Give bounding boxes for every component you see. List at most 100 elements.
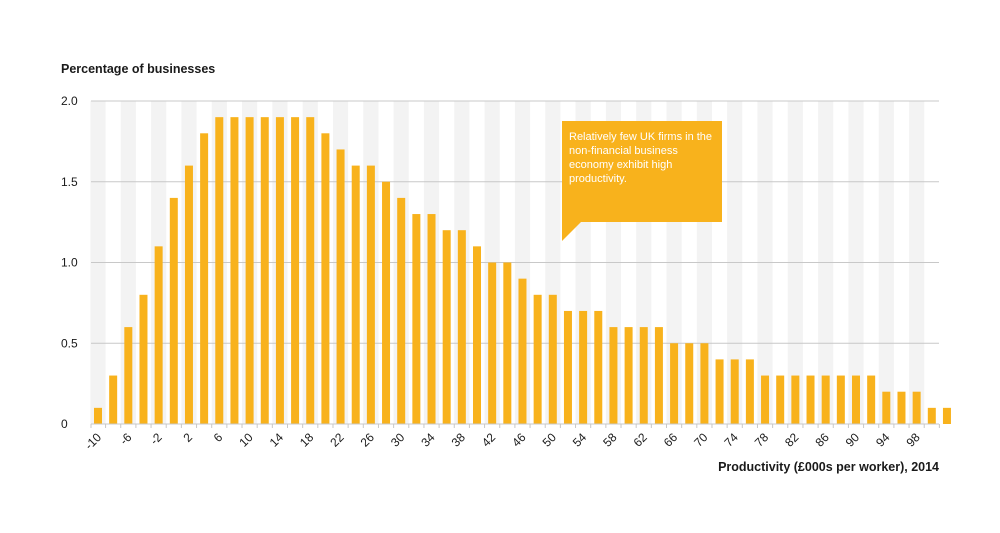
y-tick-labels: 0 0.5 1.0 1.5 2.0: [61, 94, 78, 431]
bar: [427, 214, 436, 424]
bar: [260, 117, 269, 425]
bar: [882, 391, 891, 424]
x-tick-label: 14: [267, 430, 287, 450]
x-tick-label: -10: [82, 430, 104, 452]
bar: [685, 343, 694, 424]
bar: [654, 327, 663, 424]
bar: [154, 246, 163, 424]
x-tick-label: 74: [721, 430, 741, 450]
bar: [366, 165, 375, 424]
bar: [488, 262, 497, 424]
x-tick-label: -6: [117, 430, 135, 448]
bar: [139, 294, 148, 424]
x-tick-label: 42: [479, 430, 499, 450]
bar: [761, 375, 770, 424]
y-tick-label: 0.5: [61, 336, 78, 350]
x-tick-label: 90: [843, 430, 863, 450]
bar: [821, 375, 830, 424]
y-tick-label: 1.5: [61, 175, 78, 189]
bar: [852, 375, 860, 424]
bar: [109, 375, 118, 424]
bar: [579, 310, 588, 424]
bar: [184, 165, 193, 424]
x-tick-label: 6: [211, 430, 226, 445]
bar: [548, 294, 557, 424]
x-tick-label: 94: [873, 430, 893, 450]
bar: [473, 246, 481, 424]
x-tick-labels: -10 -6 -2 2 6 10 14 18 22 26 30 34 38 42 46 50 54 58 62 66 7…: [82, 430, 923, 452]
x-tick-label: 46: [509, 430, 529, 450]
bar: [230, 117, 239, 425]
x-tick-label: 26: [358, 430, 378, 450]
x-tick-label: -2: [147, 430, 165, 448]
bar: [867, 375, 876, 424]
bar: [351, 165, 360, 424]
bar: [836, 375, 845, 424]
bar: [397, 197, 406, 424]
bar: [563, 310, 572, 424]
x-tick-label: 54: [570, 430, 590, 450]
bar: [457, 230, 466, 424]
annotation-callout: [562, 121, 722, 222]
bar: [382, 181, 391, 424]
x-tick-label: 10: [236, 430, 256, 450]
bar: [730, 359, 739, 424]
bar: [124, 327, 133, 424]
bar: [412, 214, 421, 424]
y-tick-label: 0: [61, 417, 68, 431]
bar: [609, 327, 618, 424]
x-axis-title: Productivity (£000s per worker), 2014: [718, 460, 939, 474]
y-tick-label: 1.0: [61, 256, 78, 270]
annotation-callout-tail: [562, 221, 582, 241]
bar: [942, 407, 951, 424]
bar: [791, 375, 800, 424]
bar: [321, 133, 330, 425]
bar: [291, 117, 300, 425]
y-tick-label: 2.0: [61, 94, 78, 108]
x-tick-label: 30: [388, 430, 408, 450]
bar: [745, 359, 754, 424]
bar: [169, 197, 178, 424]
bar: [245, 117, 254, 425]
x-tick-label: 66: [661, 430, 681, 450]
y-axis-title: Percentage of businesses: [61, 62, 216, 76]
x-axis: [90, 423, 940, 428]
bar: [624, 327, 633, 424]
bar: [94, 407, 102, 424]
x-tick-label: 98: [903, 430, 923, 450]
bar: [306, 117, 315, 425]
x-tick-label: 2: [180, 430, 195, 445]
bars: [94, 117, 951, 425]
x-tick-label: 34: [418, 430, 438, 450]
bar: [897, 391, 906, 424]
bar: [715, 359, 724, 424]
x-tick-label: 38: [449, 430, 469, 450]
bar: [700, 343, 709, 424]
bar: [336, 149, 345, 424]
bar: [503, 262, 512, 424]
x-tick-label: 50: [540, 430, 560, 450]
bar: [442, 230, 451, 424]
x-tick-label: 62: [631, 430, 651, 450]
bar: [639, 327, 648, 424]
bar: [806, 375, 815, 424]
x-tick-label: 86: [812, 430, 832, 450]
x-tick-label: 58: [600, 430, 620, 450]
bar: [533, 294, 542, 424]
bar: [275, 117, 284, 425]
bar: [670, 343, 679, 424]
bar: [518, 278, 527, 424]
x-tick-label: 82: [782, 430, 802, 450]
bar: [215, 117, 224, 425]
bar: [200, 133, 209, 425]
bar: [927, 407, 936, 424]
x-tick-label: 22: [327, 430, 347, 450]
x-tick-label: 78: [752, 430, 772, 450]
bar: [776, 375, 785, 424]
x-tick-label: 18: [297, 430, 317, 450]
bar: [912, 391, 921, 424]
x-tick-label: 70: [691, 430, 711, 450]
annotation-text: Relatively few UK firms in the non-finan…: [569, 131, 713, 185]
bar: [594, 310, 603, 424]
